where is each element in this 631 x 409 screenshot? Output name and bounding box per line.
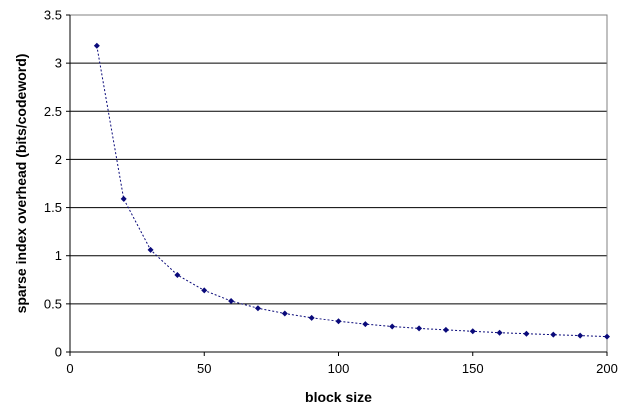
gridlines bbox=[70, 14, 607, 305]
x-tick-labels: 0 50 100 150 200 bbox=[66, 361, 617, 376]
data-point bbox=[550, 331, 557, 338]
y-tick-label: 2.5 bbox=[44, 104, 62, 119]
data-point bbox=[496, 329, 503, 336]
data-point bbox=[604, 333, 610, 340]
data-point bbox=[308, 314, 315, 321]
data-point bbox=[442, 326, 449, 333]
y-tick-labels: 0 0.5 1 1.5 2 2.5 3 3.5 bbox=[44, 8, 62, 360]
x-tick-label: 100 bbox=[328, 361, 350, 376]
data-point bbox=[147, 246, 154, 253]
data-point bbox=[469, 328, 476, 335]
y-tick-label: 3.5 bbox=[44, 8, 62, 23]
data-point bbox=[228, 297, 235, 304]
data-point bbox=[93, 42, 100, 49]
x-axis-title: block size bbox=[305, 389, 372, 405]
y-tick-label: 2 bbox=[55, 152, 62, 167]
data-point bbox=[523, 330, 530, 337]
data-point bbox=[254, 305, 261, 312]
data-point bbox=[577, 332, 584, 339]
data-point bbox=[174, 271, 181, 278]
data-point bbox=[362, 321, 369, 328]
data-point bbox=[335, 318, 342, 325]
plot-area-frame bbox=[69, 14, 608, 353]
axes bbox=[66, 14, 608, 356]
data-points bbox=[93, 42, 610, 340]
x-tick-label: 0 bbox=[66, 361, 73, 376]
data-point bbox=[201, 287, 208, 294]
data-point bbox=[389, 323, 396, 330]
series-trend-line bbox=[96, 45, 608, 338]
data-point bbox=[120, 195, 127, 202]
x-tick-label: 50 bbox=[197, 361, 211, 376]
y-tick-label: 0.5 bbox=[44, 296, 62, 311]
y-axis-title: sparse index overhead (bits/codeword) bbox=[13, 54, 29, 314]
y-tick-label: 0 bbox=[55, 345, 62, 360]
x-tick-label: 150 bbox=[462, 361, 484, 376]
data-point bbox=[416, 325, 423, 332]
data-point bbox=[281, 310, 288, 317]
y-tick-label: 1 bbox=[55, 248, 62, 263]
x-tick-label: 200 bbox=[596, 361, 618, 376]
y-tick-label: 3 bbox=[55, 56, 62, 71]
y-tick-label: 1.5 bbox=[44, 200, 62, 215]
